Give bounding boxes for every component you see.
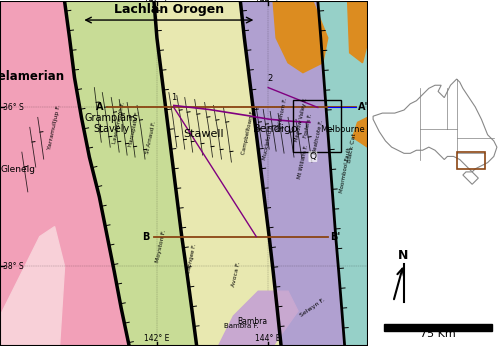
Polygon shape: [373, 79, 497, 172]
Polygon shape: [384, 324, 492, 331]
Polygon shape: [240, 1, 344, 346]
Text: B: B: [142, 231, 150, 242]
Text: Fosters F.: Fosters F.: [303, 113, 313, 138]
Text: Yarramulljup F.: Yarramulljup F.: [48, 104, 62, 150]
Text: Delamerian: Delamerian: [0, 70, 65, 83]
Text: 38° S: 38° S: [3, 262, 24, 271]
Text: Grampians
Stavely: Grampians Stavely: [84, 113, 138, 134]
Text: 142° E: 142° E: [144, 0, 170, 4]
Text: Stawell: Stawell: [184, 129, 224, 139]
Text: Black Cat: Black Cat: [348, 133, 358, 163]
Text: A': A': [358, 102, 368, 112]
Text: Glenelg: Glenelg: [0, 165, 35, 174]
Text: 144° E: 144° E: [256, 334, 281, 343]
Text: Mt William F.: Mt William F.: [297, 145, 309, 179]
Bar: [293, 101, 341, 152]
Text: N: N: [398, 249, 408, 262]
Polygon shape: [352, 117, 368, 147]
Text: St Arnaud F.: St Arnaud F.: [145, 121, 157, 154]
Text: Bendigo: Bendigo: [253, 124, 299, 134]
Text: Whitehorn F.: Whitehorn F.: [276, 98, 288, 133]
Text: Selwyn F.: Selwyn F.: [300, 298, 326, 319]
Polygon shape: [273, 1, 328, 73]
Text: Bambra F.: Bambra F.: [224, 323, 258, 329]
Text: A: A: [96, 102, 104, 112]
Text: 1: 1: [171, 93, 176, 102]
Text: Melbourne: Melbourne: [320, 125, 365, 134]
Text: Lawsborough F.: Lawsborough F.: [112, 101, 126, 144]
Text: Heathcote F.: Heathcote F.: [312, 120, 324, 154]
Text: Campbelltown F.: Campbelltown F.: [241, 110, 256, 155]
Text: Q: Q: [310, 152, 316, 161]
Text: 144° E: 144° E: [256, 0, 281, 4]
Polygon shape: [64, 1, 196, 346]
Text: B': B': [330, 231, 340, 242]
Text: Bambra: Bambra: [237, 317, 268, 326]
Polygon shape: [463, 172, 478, 184]
Text: 142° E: 142° E: [144, 334, 170, 343]
Polygon shape: [0, 227, 64, 346]
Polygon shape: [348, 1, 368, 63]
Text: Harcuplate F.: Harcuplate F.: [128, 111, 140, 147]
Text: Avoca F.: Avoca F.: [232, 261, 241, 287]
Polygon shape: [218, 291, 298, 346]
Text: Lachlan Orogen: Lachlan Orogen: [114, 3, 224, 16]
Polygon shape: [318, 1, 368, 346]
Text: Meadow Valley F.: Meadow Valley F.: [294, 97, 308, 142]
Text: 2: 2: [268, 74, 273, 83]
Polygon shape: [0, 1, 129, 346]
Text: Caongee F.: Caongee F.: [186, 243, 198, 274]
Text: Muckleford F.: Muckleford F.: [262, 124, 274, 160]
Bar: [456, 152, 484, 169]
Text: Moyston F.: Moyston F.: [155, 230, 167, 263]
Polygon shape: [154, 1, 281, 346]
Text: Moormbool Fault: Moormbool Fault: [339, 147, 352, 193]
Text: 36° S: 36° S: [3, 103, 24, 112]
Text: 75 Km: 75 Km: [420, 329, 456, 339]
